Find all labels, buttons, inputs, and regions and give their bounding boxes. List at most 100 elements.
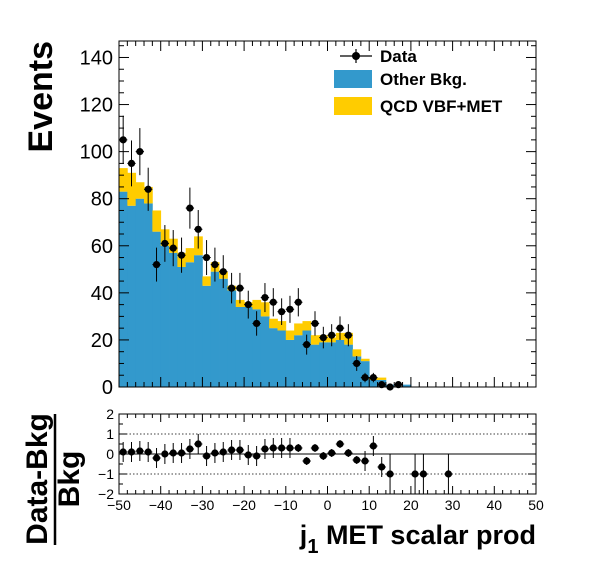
other-bkg-bar — [152, 231, 162, 387]
y-tick-label: 120 — [80, 95, 113, 117]
legend-data-label: Data — [380, 47, 417, 66]
data-point — [169, 244, 177, 252]
ratio-y-tick-label: 1 — [106, 426, 114, 442]
ratio-point — [119, 448, 127, 456]
ratio-point — [386, 470, 394, 478]
ratio-points — [119, 434, 453, 494]
qcd-bar — [352, 349, 362, 357]
y-tick-label: 140 — [80, 47, 113, 69]
other-bkg-bar — [194, 255, 203, 387]
qcd-bar — [127, 172, 137, 206]
x-tick-label: −50 — [107, 497, 131, 513]
qcd-bar — [152, 210, 162, 232]
main-plot-ticks — [118, 41, 537, 388]
stacked-histogram — [119, 168, 412, 387]
ratio-point — [136, 447, 144, 455]
data-point — [286, 305, 294, 313]
ratio-point — [269, 444, 277, 452]
y-tick-label: 80 — [91, 189, 113, 211]
data-point — [361, 373, 369, 382]
other-bkg-bar — [244, 306, 253, 387]
ratio-point — [236, 446, 244, 454]
data-point — [344, 331, 352, 339]
x-tick-label: 30 — [445, 497, 461, 513]
other-bkg-bar — [285, 339, 295, 387]
ratio-point — [336, 440, 344, 448]
data-point — [186, 204, 194, 212]
other-bkg-bar — [160, 245, 170, 387]
x-tick-labels: −50 −40 −30 −20 −10 0 10 20 30 40 50 — [107, 497, 544, 513]
x-tick-label: 50 — [528, 497, 544, 513]
other-bkg-bar — [369, 379, 378, 387]
ratio-point — [261, 445, 269, 453]
other-bkg-bar — [260, 316, 270, 387]
other-bkg-bar — [352, 356, 362, 387]
ratio-y-title-denominator: Bkg — [53, 451, 86, 508]
ratio-point — [219, 448, 227, 456]
qcd-bar — [119, 168, 128, 192]
data-point — [211, 261, 219, 269]
data-point — [394, 381, 402, 389]
other-bkg-bar — [144, 203, 153, 387]
ratio-y-tick-label: 2 — [106, 406, 114, 422]
legend-data-marker — [352, 52, 360, 60]
data-point — [152, 261, 161, 269]
data-point — [194, 225, 202, 233]
data-point — [303, 341, 311, 349]
other-bkg-bar — [335, 339, 345, 387]
ratio-point — [294, 444, 302, 452]
ratio-y-tick-labels: −2 −1 0 1 2 — [98, 406, 114, 502]
other-bkg-bar — [310, 344, 320, 387]
data-point — [269, 298, 277, 306]
x-tick-label: 20 — [403, 497, 419, 513]
data-point — [236, 284, 244, 292]
ratio-point — [311, 444, 319, 452]
x-tick-label: −40 — [149, 497, 173, 513]
ratio-point — [444, 470, 453, 478]
qcd-bar — [310, 335, 320, 345]
legend-other-label: Other Bkg. — [380, 70, 467, 89]
data-point — [328, 331, 336, 339]
qcd-bar — [302, 321, 312, 331]
data-point — [369, 373, 377, 382]
qcd-bar — [377, 377, 387, 380]
other-bkg-bar — [185, 262, 195, 387]
qcd-bar — [277, 321, 287, 331]
data-point — [319, 333, 327, 342]
data-point — [219, 268, 227, 276]
ratio-point — [253, 452, 261, 460]
qcd-bar — [360, 358, 370, 362]
other-bkg-bar — [344, 344, 353, 387]
x-tick-label: −20 — [232, 497, 256, 513]
other-bkg-bar — [210, 271, 220, 387]
ratio-y-tick-label: −2 — [98, 486, 114, 502]
ratio-point — [353, 456, 361, 464]
ratio-point — [361, 457, 369, 465]
data-point — [144, 185, 152, 193]
other-bkg-bar — [294, 335, 303, 387]
x-axis-title-prefix: j — [299, 520, 308, 550]
x-tick-label: 40 — [487, 497, 503, 513]
qcd-bar — [252, 299, 262, 310]
ratio-point — [244, 451, 252, 459]
other-bkg-bar — [319, 342, 328, 387]
x-axis-title: j1 MET scalar prod — [299, 520, 536, 558]
other-bkg-bar — [127, 205, 137, 387]
ratio-point — [186, 445, 194, 453]
x-tick-label: 10 — [361, 497, 377, 513]
ratio-point — [378, 463, 386, 471]
y-tick-label: 20 — [91, 330, 113, 352]
qcd-bar — [235, 299, 245, 307]
ratio-point — [278, 444, 286, 452]
x-axis-title-rest: MET scalar prod — [318, 520, 536, 550]
ratio-point — [152, 454, 161, 462]
data-point — [261, 293, 269, 302]
other-bkg-bar — [327, 342, 337, 387]
x-tick-label: −10 — [274, 497, 298, 513]
data-point — [253, 319, 261, 328]
ratio-point — [303, 457, 311, 465]
ratio-point — [419, 470, 428, 478]
data-point — [177, 251, 186, 259]
y-axis-title: Events — [22, 41, 60, 153]
